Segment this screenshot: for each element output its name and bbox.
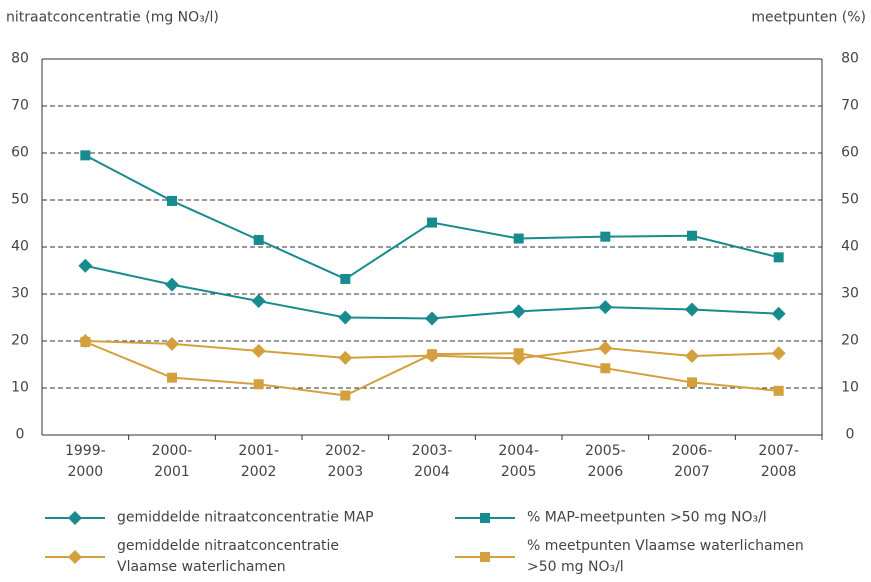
point [600, 231, 611, 242]
point [427, 217, 437, 228]
legend-marker [68, 511, 82, 525]
point [771, 346, 786, 361]
y2-tick-label: 0 [845, 426, 855, 443]
point [253, 379, 264, 390]
point [80, 336, 91, 347]
y-tick-label: 70 [11, 97, 29, 114]
x-tick-label: 2006- 2007 [671, 443, 713, 480]
y2-tick-label: 40 [841, 238, 859, 255]
x-tick-label: 1999- 2000 [64, 443, 106, 480]
point [511, 304, 526, 319]
point [598, 300, 613, 315]
point [78, 258, 93, 273]
point [685, 349, 699, 364]
y-tick-label: 0 [15, 426, 25, 443]
legend-label: gemiddelde nitraatconcentratie MAP [117, 509, 374, 526]
point [167, 372, 177, 383]
point [253, 234, 264, 245]
x-tick-label: 2001- 2002 [238, 443, 279, 480]
legend-marker [480, 513, 490, 523]
point [425, 311, 439, 326]
y2-tick-label: 70 [841, 97, 859, 114]
point [251, 294, 266, 309]
point [773, 385, 784, 396]
point [165, 277, 179, 292]
point [598, 341, 613, 356]
y-tick-label: 30 [11, 285, 29, 302]
y2-tick-label: 30 [841, 285, 859, 302]
x-tick-label: 2003- 2004 [411, 443, 453, 480]
point [80, 150, 91, 161]
legend-label: % MAP-meetpunten >50 mg NO₃/l [527, 509, 767, 526]
legend-label: gemiddelde nitraatconcentratie Vlaamse w… [117, 538, 340, 575]
y2-tick-label: 60 [841, 144, 859, 161]
point [773, 252, 784, 263]
y2-tick-label: 50 [841, 191, 859, 208]
y-tick-label: 60 [11, 144, 29, 161]
x-tick-label: 2005- 2006 [584, 443, 626, 480]
point [687, 230, 697, 241]
point [340, 273, 351, 284]
x-tick-label: 2000- 2001 [151, 443, 193, 480]
point [685, 302, 699, 317]
legend-marker [68, 550, 82, 564]
legend-marker [480, 552, 490, 562]
y2-tick-label: 10 [841, 379, 859, 396]
point [340, 390, 351, 401]
point [600, 363, 611, 374]
line [85, 264, 779, 320]
point [251, 343, 266, 358]
y-tick-label: 50 [11, 191, 29, 208]
point [338, 350, 353, 365]
line [84, 154, 779, 281]
y-tick-label: 40 [11, 238, 29, 255]
point [165, 336, 179, 351]
point [513, 348, 524, 359]
point [167, 195, 177, 206]
point [427, 349, 437, 360]
y2-tick-label: 20 [841, 332, 859, 349]
y2-tick-label: 80 [841, 50, 859, 67]
y-axis-label: nitraatconcentratie (mg NO₃/l) [6, 9, 219, 26]
y-tick-label: 10 [11, 379, 29, 396]
point [771, 306, 786, 321]
y2-axis-label: meetpunten (%) [751, 9, 866, 26]
x-tick-label: 2002- 2003 [324, 443, 366, 480]
point [338, 310, 353, 325]
point [513, 233, 524, 244]
x-tick-label: 2004- 2005 [498, 443, 539, 480]
x-tick-label: 2007- 2008 [758, 443, 799, 480]
legend-label: % meetpunten Vlaamse waterlichamen >50 m… [527, 538, 804, 575]
point [687, 377, 697, 388]
y-tick-label: 20 [11, 332, 29, 349]
y-tick-label: 80 [11, 50, 29, 67]
